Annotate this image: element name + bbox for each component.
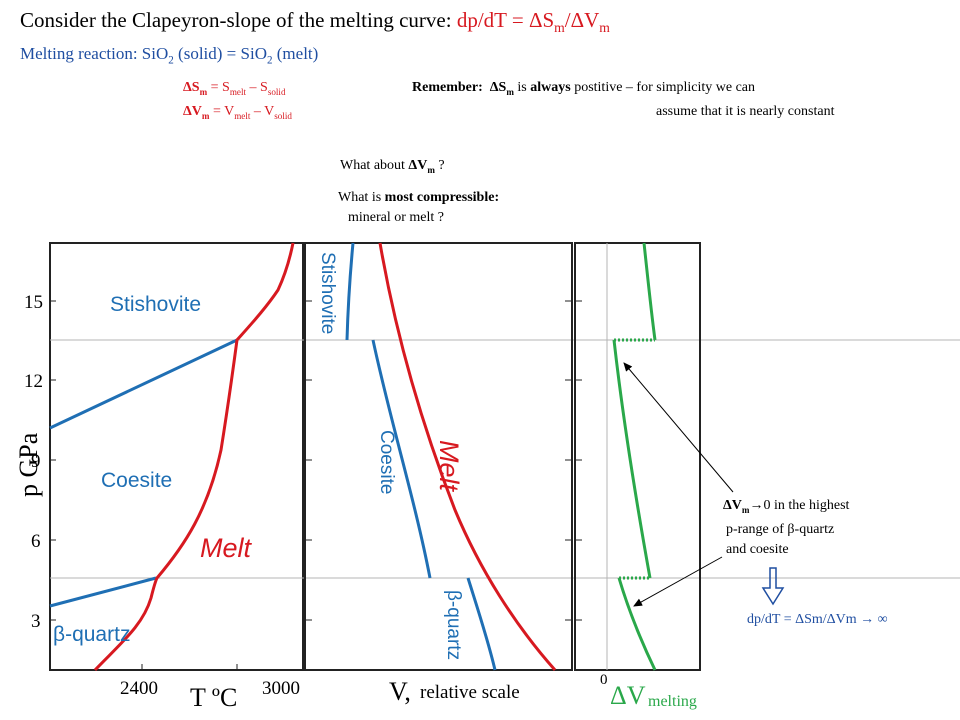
beta-quartz-volume-curve: [466, 577, 497, 671]
limit-formula: dp/dT = ΔSm/ΔVm → ∞: [747, 612, 888, 627]
implies-arrow-icon: [761, 567, 785, 606]
y-tick-label: 3: [31, 611, 41, 632]
volume-diagram-frame: [304, 242, 573, 671]
coesite-volume-curve: [371, 339, 432, 579]
phase-diagram-frame: [49, 242, 304, 671]
y-tick-label: 6: [31, 531, 41, 552]
y-axis-label: p GPa: [14, 432, 43, 497]
label-stishovite: Stishovite: [317, 252, 338, 334]
delta-v-definition: ΔVm = Vmelt – Vsolid: [183, 103, 292, 121]
melting-reaction: Melting reaction: SiO2 (solid) = SiO2 (m…: [20, 44, 319, 67]
zero-label: 0: [600, 672, 608, 688]
stishovite-delta-v-curve: [642, 242, 657, 341]
y-tick-label: 15: [24, 292, 43, 313]
delta-v-zero-note: ΔVm→0 in the highest p-range of β-quartz…: [723, 498, 850, 557]
remember-note: Remember: ΔSm is always postitive – for …: [412, 80, 835, 119]
label-coesite: Coesite: [101, 469, 172, 492]
x-tick-label: 2400: [120, 678, 158, 699]
coesite-stishovite-boundary: [49, 338, 238, 430]
x-axis-label: V,: [389, 677, 411, 706]
title-prefix: Consider the Clapeyron-slope of the melt…: [20, 8, 452, 32]
melting-curve: [93, 242, 295, 672]
beta-quartz-delta-v-curve: [617, 577, 657, 671]
x-tick-label: 3000: [262, 678, 300, 699]
label-stishovite: Stishovite: [110, 293, 201, 316]
delta-v-axis-label: ΔV: [610, 681, 646, 710]
label-beta-quartz: β-quartz: [53, 623, 130, 646]
delta-s-definition: ΔSm = Smelt – Ssolid: [183, 80, 286, 97]
label-coesite: Coesite: [376, 430, 397, 494]
label-beta-quartz: β-quartz: [443, 590, 464, 660]
volume-diagram: Stishovite Coesite β-quartz Melt V, rela…: [304, 242, 573, 706]
question-compressible: What is most compressible: mineral or me…: [338, 190, 500, 225]
question-delta-v: What about ΔVm ?: [340, 158, 445, 175]
x-axis-label: T ºC: [190, 683, 237, 712]
stishovite-volume-curve: [345, 242, 355, 341]
y-tick-label: 12: [24, 371, 43, 392]
melt-volume-curve: [378, 242, 557, 671]
x-axis-suffix: relative scale: [420, 682, 520, 703]
entropy-volume-definitions: ΔSm = Smelt – Ssolid ΔVm = Vmelt – Vsoli…: [183, 78, 292, 126]
delta-v-diagram-frame: [574, 242, 701, 671]
arrow-to-quartz-top: [633, 556, 723, 607]
coesite-delta-v-curve: [612, 339, 652, 579]
quartz-coesite-boundary: [49, 576, 157, 608]
phase-diagram: 15 12 9 6 3 2400 3000 T ºC p GPa Stishov…: [14, 242, 960, 712]
label-melt: Melt: [434, 440, 464, 493]
page-title: Consider the Clapeyron-slope of the melt…: [20, 8, 610, 36]
delta-v-diagram: 0 ΔV melting: [574, 242, 701, 710]
delta-v-axis-sub: melting: [648, 693, 697, 710]
arrow-to-coesite-top: [623, 362, 734, 493]
title-formula: dp/dT = ΔSm/ΔVm: [456, 8, 610, 36]
label-melt: Melt: [200, 533, 253, 563]
y-tick-label: 9: [31, 451, 41, 472]
